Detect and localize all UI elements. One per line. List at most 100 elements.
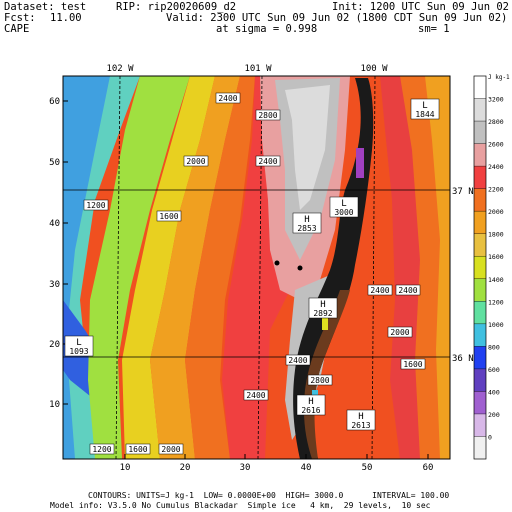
colorbar-label: 1400	[488, 276, 504, 284]
colorbar-label: 1200	[488, 298, 504, 306]
longitude-label: 101 W	[244, 64, 272, 74]
contour-label: 2400	[243, 389, 269, 401]
axis-ticks: 10 20 30 40 50 60 10 20 30 40 50 60	[49, 97, 433, 473]
colorbar-swatch	[474, 121, 486, 145]
colorbar-swatch	[474, 76, 486, 100]
y-tick-label: 30	[49, 280, 60, 290]
smoothing-label: sm= 1	[418, 23, 450, 35]
colorbar-swatch	[474, 346, 486, 370]
svg-text:1093: 1093	[69, 347, 88, 356]
model-info: Model info: V3.5.0 No Cumulus Blackadar …	[50, 501, 431, 510]
svg-text:1200: 1200	[86, 201, 105, 210]
colorbar-unit: J kg-1	[488, 74, 510, 81]
svg-text:2400: 2400	[398, 286, 417, 295]
contour-label: 1600	[400, 358, 426, 370]
contour-label: 2000	[387, 326, 413, 338]
x-tick-label: 50	[362, 463, 373, 473]
fcst-label: Fcst:	[4, 12, 36, 24]
contour-labels: 2400 2800 2000 2400 1600 1200 1200 1600 2000 2400…	[83, 92, 426, 455]
colorbar: J kg-13200280026002400220020001800160014…	[473, 74, 510, 460]
contour-label: 2400	[255, 155, 281, 167]
cape-field	[63, 76, 450, 459]
y-tick-label: 10	[49, 400, 60, 410]
svg-text:L: L	[341, 199, 346, 209]
colorbar-label: 2400	[488, 163, 504, 171]
colorbar-swatch	[474, 301, 486, 325]
svg-text:2853: 2853	[297, 224, 316, 233]
sigma-label: at sigma = 0.998	[216, 23, 318, 35]
svg-text:2000: 2000	[390, 328, 409, 337]
colorbar-swatch	[474, 143, 486, 167]
svg-text:L: L	[76, 338, 81, 348]
svg-text:2800: 2800	[258, 111, 277, 120]
latitude-label: 36 N	[452, 354, 474, 364]
contour-label: 2400	[395, 284, 421, 296]
svg-text:1200: 1200	[92, 445, 111, 454]
station-dot	[274, 260, 280, 266]
svg-text:H: H	[320, 300, 325, 310]
colorbar-label: 2800	[488, 118, 504, 126]
colorbar-label: 600	[488, 366, 500, 374]
colorbar-label: 0	[488, 433, 492, 441]
station-dot	[297, 265, 303, 271]
colorbar-swatch	[474, 166, 486, 190]
svg-text:2613: 2613	[351, 421, 370, 430]
colorbar-swatch	[474, 256, 486, 280]
contour-label: 1200	[83, 199, 109, 211]
rip-label: RIP: rip20020609_d2	[116, 1, 237, 13]
svg-text:2400: 2400	[288, 356, 307, 365]
svg-text:2400: 2400	[370, 286, 389, 295]
svg-text:1844: 1844	[415, 110, 434, 119]
svg-text:3000: 3000	[334, 208, 353, 217]
colorbar-label: 2000	[488, 208, 504, 216]
y-tick-label: 20	[49, 340, 60, 350]
map-frame	[62, 75, 451, 460]
contour-label: 2400	[215, 92, 241, 104]
colorbar-label: 3200	[488, 96, 504, 104]
svg-text:L: L	[422, 101, 427, 111]
svg-text:H: H	[308, 397, 313, 407]
colorbar-swatch	[474, 413, 486, 437]
valid-label: Valid: 2300 UTC Sun 09 Jun 02 (1800 CDT …	[166, 12, 508, 24]
y-tick-label: 50	[49, 158, 60, 168]
svg-text:1600: 1600	[403, 360, 422, 369]
svg-text:1600: 1600	[159, 212, 178, 221]
colorbar-label: 400	[488, 388, 500, 396]
longitude-label: 102 W	[106, 64, 134, 74]
contour-label: 1200	[89, 443, 115, 455]
colorbar-label: 200	[488, 411, 500, 419]
colorbar-label: 1600	[488, 253, 504, 261]
longitude-labels: 102 W 101 W 100 W	[106, 64, 388, 74]
colorbar-swatch	[474, 211, 486, 235]
y-tick-label: 40	[49, 219, 60, 229]
svg-text:2616: 2616	[301, 406, 320, 415]
latitude-label: 37 N	[452, 187, 474, 197]
latitude-labels: 37 N 36 N	[452, 187, 474, 364]
svg-text:2000: 2000	[161, 445, 180, 454]
colorbar-swatch	[474, 436, 486, 460]
dataset-label: Dataset: test	[4, 1, 87, 13]
colorbar-swatch	[474, 188, 486, 212]
colorbar-label: 1000	[488, 321, 504, 329]
lat-lon-lines	[63, 75, 450, 460]
svg-text:2000: 2000	[186, 157, 205, 166]
x-tick-label: 40	[301, 463, 312, 473]
init-label: Init: 1200 UTC Sun 09 Jun 02	[332, 1, 510, 13]
contour-label: 2800	[307, 374, 333, 386]
longitude-label: 100 W	[360, 64, 388, 74]
contour-info: CONTOURS: UNITS=J kg-1 LOW= 0.0000E+00 H…	[88, 491, 450, 500]
colorbar-label: 2600	[488, 141, 504, 149]
x-tick-label: 10	[120, 463, 131, 473]
svg-text:2400: 2400	[258, 157, 277, 166]
svg-text:H: H	[358, 412, 363, 422]
svg-text:H: H	[304, 215, 309, 225]
svg-text:2800: 2800	[310, 376, 329, 385]
